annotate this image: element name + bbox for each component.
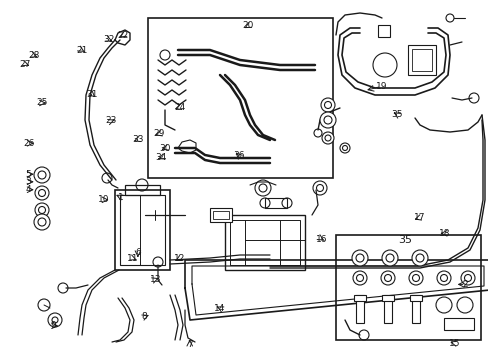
Bar	[377, 25, 389, 37]
Text: 35: 35	[390, 110, 402, 119]
Bar	[407, 45, 435, 75]
Bar	[120, 195, 164, 265]
Text: 8: 8	[142, 312, 147, 321]
Text: 35: 35	[397, 235, 411, 245]
Text: 27: 27	[20, 60, 31, 69]
Circle shape	[384, 275, 391, 282]
Bar	[229, 220, 299, 265]
Text: 25: 25	[36, 99, 47, 108]
Text: 31: 31	[86, 90, 98, 99]
Circle shape	[440, 275, 447, 282]
Bar	[411, 49, 431, 71]
Text: 11: 11	[127, 254, 139, 263]
Bar	[125, 185, 160, 195]
Text: 20: 20	[242, 22, 254, 31]
Text: 29: 29	[153, 130, 165, 139]
Circle shape	[321, 132, 333, 144]
Circle shape	[316, 185, 323, 192]
Bar	[411, 295, 419, 323]
Circle shape	[408, 271, 422, 285]
Circle shape	[381, 250, 397, 266]
Bar	[264, 198, 286, 208]
Circle shape	[38, 218, 46, 226]
Text: 3: 3	[25, 177, 31, 186]
Text: 21: 21	[76, 46, 88, 55]
Text: 26: 26	[23, 139, 35, 148]
Text: 4: 4	[25, 185, 31, 194]
Circle shape	[38, 171, 46, 179]
Text: 17: 17	[413, 213, 425, 222]
Circle shape	[35, 203, 49, 217]
Circle shape	[342, 145, 347, 150]
Circle shape	[415, 254, 423, 262]
Circle shape	[411, 250, 427, 266]
Circle shape	[259, 184, 266, 192]
Bar	[381, 295, 393, 301]
Circle shape	[324, 116, 331, 124]
Text: 7: 7	[186, 341, 192, 349]
Text: 5: 5	[25, 170, 31, 179]
Text: 33: 33	[132, 135, 143, 144]
Text: 23: 23	[105, 117, 117, 126]
Text: 22: 22	[117, 31, 129, 40]
Text: 24: 24	[174, 103, 185, 112]
Circle shape	[39, 207, 45, 213]
Circle shape	[34, 167, 50, 183]
Circle shape	[436, 271, 450, 285]
Circle shape	[325, 135, 330, 141]
Circle shape	[412, 275, 419, 282]
Text: 15: 15	[448, 338, 460, 347]
Text: 30: 30	[159, 144, 171, 153]
Circle shape	[351, 250, 367, 266]
Text: 28: 28	[28, 51, 40, 60]
Bar	[224, 215, 305, 270]
Bar	[115, 190, 170, 270]
Circle shape	[460, 271, 474, 285]
Bar	[443, 318, 473, 330]
Circle shape	[34, 214, 50, 230]
Text: 16: 16	[315, 235, 327, 244]
Text: 1: 1	[118, 193, 124, 202]
Text: 19: 19	[375, 82, 386, 91]
Text: 34: 34	[155, 153, 167, 162]
Circle shape	[356, 275, 363, 282]
Circle shape	[320, 98, 334, 112]
Circle shape	[380, 271, 394, 285]
Bar	[383, 295, 391, 323]
Bar	[209, 208, 231, 222]
Text: 9: 9	[50, 321, 56, 330]
Text: 32: 32	[102, 35, 114, 44]
Circle shape	[39, 189, 45, 197]
Bar	[353, 295, 365, 301]
Text: 14: 14	[214, 303, 225, 312]
Bar	[213, 211, 228, 219]
Text: 13: 13	[149, 275, 161, 284]
Circle shape	[355, 254, 363, 262]
Text: 12: 12	[174, 254, 185, 263]
Text: 6: 6	[135, 248, 141, 257]
Text: 36: 36	[232, 151, 244, 160]
Text: 18: 18	[438, 229, 450, 238]
Circle shape	[35, 186, 49, 200]
Text: 2: 2	[462, 280, 468, 289]
Circle shape	[324, 102, 331, 108]
Bar	[355, 295, 363, 323]
Circle shape	[385, 254, 393, 262]
Circle shape	[52, 317, 58, 323]
Bar	[148, 18, 332, 178]
Circle shape	[339, 143, 349, 153]
Circle shape	[352, 271, 366, 285]
Bar	[409, 295, 421, 301]
Circle shape	[464, 275, 470, 282]
Bar	[335, 235, 480, 340]
Circle shape	[319, 112, 335, 128]
Text: 10: 10	[98, 195, 109, 204]
